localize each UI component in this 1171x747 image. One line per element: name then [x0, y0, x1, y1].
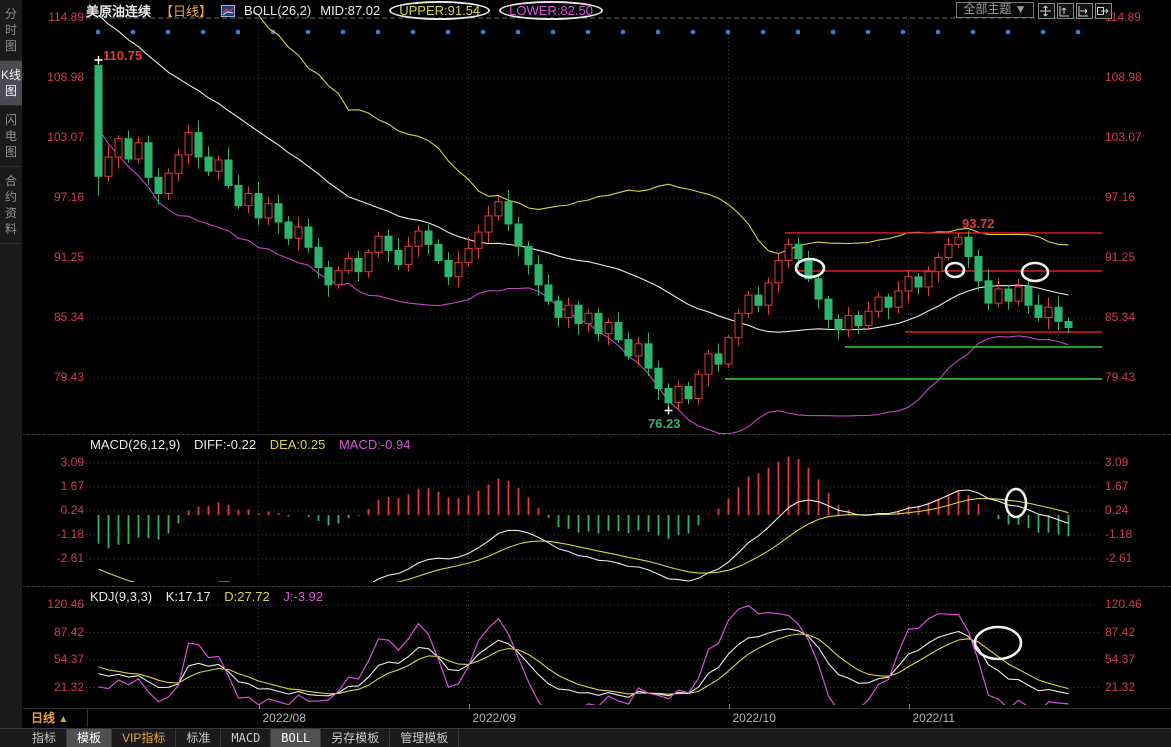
y-axis-label: 79.43 — [53, 370, 84, 384]
chart-icon — [221, 4, 236, 17]
panel-separator[interactable] — [22, 586, 1171, 587]
theme-dropdown[interactable]: 全部主题 ▼ — [956, 2, 1034, 18]
macd-params-label: MACD(26,12,9) — [90, 437, 181, 452]
y-axis-label: 97.16 — [53, 190, 84, 204]
kdj-label-row: KDJ(9,3,3) K:17.17 D:27.72 J:-3.92 — [90, 589, 333, 604]
y-axis-label: 1.67 — [60, 479, 84, 493]
x-axis-date-label: 2022/10 — [732, 711, 776, 725]
macd-diff-value: DIFF:-0.22 — [193, 437, 257, 452]
y-axis-label: 97.16 — [1105, 190, 1136, 204]
main-chart-canvas[interactable] — [86, 0, 1102, 436]
kdj-d-value: D:27.72 — [224, 589, 270, 604]
x-axis-scale-icon[interactable] — [1076, 3, 1093, 19]
chevron-down-icon: ▼ — [1014, 2, 1027, 16]
kdj-params-label: KDJ(9,3,3) — [90, 589, 153, 604]
toolbar-item-3[interactable]: 标准 — [176, 728, 222, 747]
y-axis-label: 21.32 — [53, 679, 84, 694]
y-axis-label: 91.25 — [53, 250, 84, 264]
toolbar-item-5[interactable]: BOLL — [271, 728, 322, 747]
y-axis-label: -2.61 — [1105, 550, 1133, 565]
y-axis-label: -2.61 — [56, 550, 84, 565]
x-axis-date-label: 2022/11 — [912, 711, 956, 725]
y-axis-label: 91.25 — [1105, 250, 1136, 264]
y-axis-label: 108.98 — [47, 70, 84, 84]
price-label-november-high: 93.72 — [962, 216, 995, 231]
theme-dropdown-label: 全部主题 — [963, 2, 1012, 16]
y-axis-label: 85.34 — [1105, 310, 1136, 324]
price-label-first-high: 110.75 — [103, 48, 143, 63]
toolbar-item-0[interactable]: 指标 — [22, 728, 68, 747]
toolbar-item-2[interactable]: VIP指标 — [112, 728, 177, 747]
sidebar-item-2[interactable]: 闪电图 — [0, 106, 22, 167]
chart-type-sidebar: 分时图 K线图 闪电图 合约资料 — [0, 0, 23, 747]
macd-macd-value: MACD:-0.94 — [338, 437, 411, 452]
period-selector[interactable]: 日线 ▲ — [22, 709, 88, 727]
toolbar-item-4[interactable]: MACD — [221, 728, 272, 747]
instrument-title: 美原油连续 — [86, 4, 152, 19]
kdj-k-value: K:17.17 — [165, 589, 211, 604]
y-axis-label: 79.43 — [1105, 370, 1136, 384]
macd-label-row: MACD(26,12,9) DIFF:-0.22 DEA:0.25 MACD:-… — [90, 437, 421, 452]
macd-panel-canvas[interactable] — [86, 436, 1102, 586]
kdj-j-value: J:-3.92 — [283, 589, 324, 604]
boll-upper-value-circled: UPPER:91.54 — [389, 1, 491, 20]
x-axis-tick — [908, 704, 910, 709]
move-tool-icon[interactable] — [1038, 3, 1055, 19]
x-axis-date-label: 2022/09 — [472, 711, 516, 725]
boll-params-label: BOLL(26,2) — [244, 3, 312, 18]
y-axis-label: 108.98 — [1105, 70, 1142, 84]
y-axis-label: 85.34 — [53, 310, 84, 324]
y-axis-label: 21.32 — [1105, 679, 1136, 694]
y-axis-label: 0.24 — [60, 503, 84, 517]
y-axis-label: 3.09 — [60, 455, 84, 470]
toolbar-item-6[interactable]: 另存模板 — [321, 728, 391, 747]
y-axis-label: 54.37 — [1105, 652, 1136, 666]
x-axis-tick — [468, 704, 470, 709]
y-axis-label: 103.07 — [1105, 130, 1142, 144]
y-axis-label: 103.07 — [47, 130, 84, 144]
price-label-swing-low: 76.23 — [648, 416, 681, 431]
triangle-up-icon: ▲ — [58, 714, 69, 725]
toolbar-item-7[interactable]: 管理模板 — [390, 728, 460, 747]
boll-mid-value: MID:87.02 — [320, 3, 381, 18]
sidebar-item-1[interactable]: K线图 — [0, 61, 22, 106]
y-axis-label: 114.89 — [48, 10, 84, 24]
sidebar-item-3[interactable]: 合约资料 — [0, 167, 22, 244]
y-axis-label: 1.67 — [1105, 479, 1129, 493]
y-axis-label: 54.37 — [53, 652, 84, 666]
y-axis-label: -1.18 — [1105, 526, 1133, 541]
x-axis-date-label: 2022/08 — [262, 711, 306, 725]
period-tag: 【日线】 — [160, 4, 213, 19]
y-axis-label: 114.89 — [1105, 10, 1141, 24]
template-toolbar: 指标 模板 VIP指标 标准 MACD BOLL 另存模板 管理模板 — [0, 728, 1171, 747]
boll-lower-value-circled: LOWER:82.50 — [499, 1, 603, 20]
chart-header: 美原油连续 【日线】 BOLL(26,2) MID:87.02 UPPER:91… — [86, 1, 603, 20]
y-axis-label: 87.42 — [1105, 624, 1136, 639]
y-axis-label: 120.46 — [1105, 597, 1142, 611]
period-selector-label: 日线 — [31, 711, 56, 725]
x-axis-tick — [728, 704, 730, 709]
panel-separator[interactable] — [22, 434, 1171, 435]
x-axis-tick — [258, 704, 260, 709]
toolbar-item-1[interactable]: 模板 — [67, 728, 113, 747]
y-axis-label: 3.09 — [1105, 455, 1129, 470]
axis-row-divider — [0, 708, 1171, 709]
sidebar-item-0[interactable]: 分时图 — [0, 0, 22, 61]
macd-dea-value: DEA:0.25 — [269, 437, 326, 452]
y-axis-label: 120.46 — [47, 597, 84, 611]
y-axis-scale-icon[interactable] — [1057, 3, 1074, 19]
y-axis-label: 0.24 — [1105, 503, 1129, 517]
pop-out-icon[interactable] — [1095, 3, 1112, 19]
y-axis-label: 87.42 — [53, 624, 84, 639]
y-axis-label: -1.18 — [56, 526, 84, 541]
kdj-panel-canvas[interactable] — [86, 586, 1102, 708]
